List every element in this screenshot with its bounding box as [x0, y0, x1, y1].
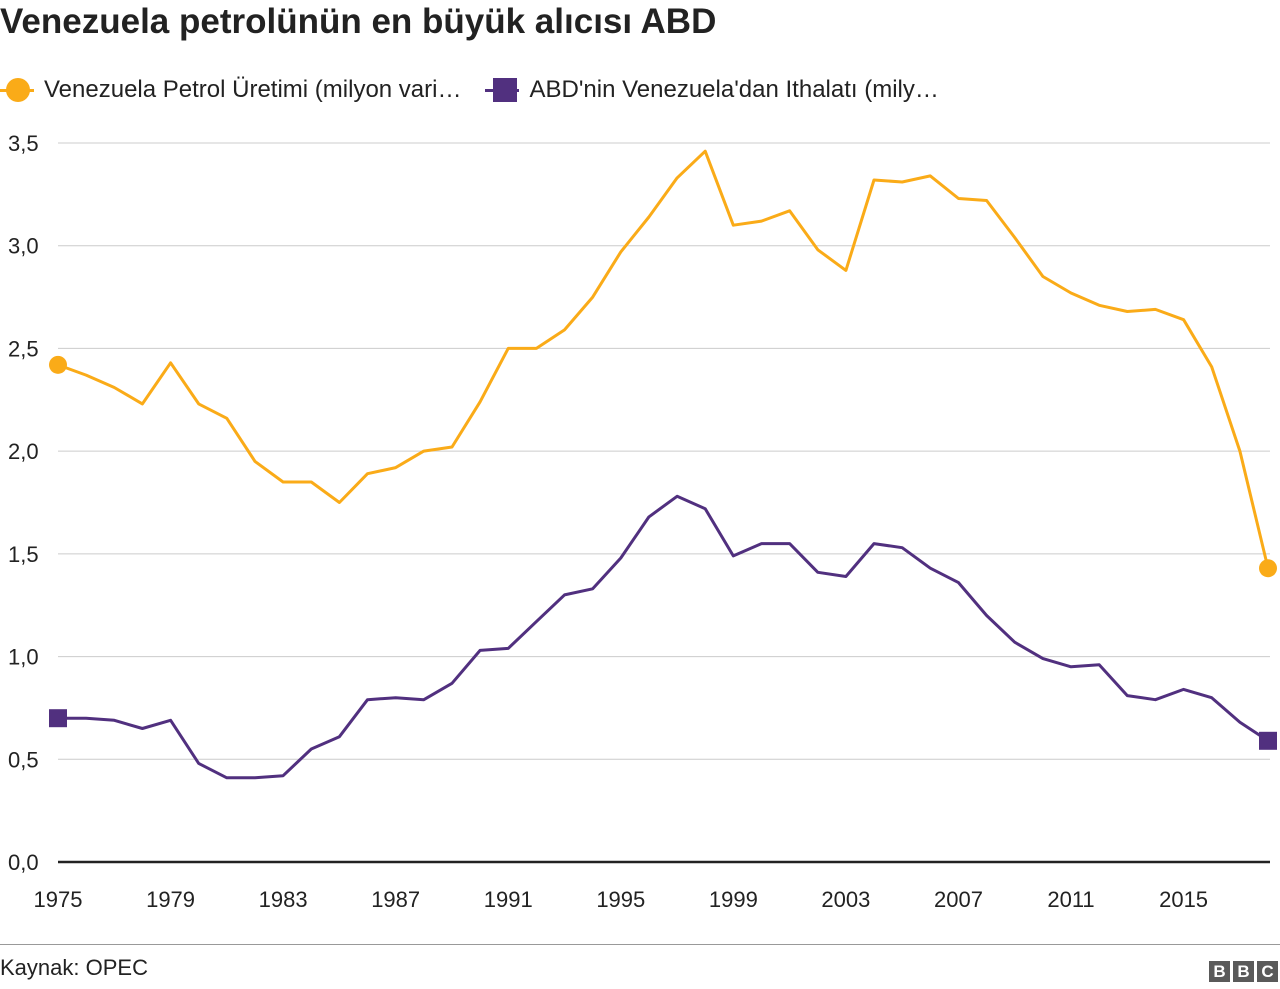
legend-label: Venezuela Petrol Üretimi (milyon vari… — [44, 76, 462, 103]
y-tick-label: 2,0 — [8, 439, 39, 464]
y-tick-label: 2,5 — [8, 336, 39, 361]
y-tick-label: 0,5 — [8, 747, 39, 772]
y-tick-label: 3,0 — [8, 234, 39, 259]
x-tick-label: 1991 — [484, 887, 533, 912]
legend-label: ABD'nin Venezuela'dan Ithalatı (mily… — [529, 76, 939, 103]
footer-divider — [0, 944, 1280, 945]
legend: Venezuela Petrol Üretimi (milyon vari… A… — [0, 74, 963, 106]
y-tick-label: 0,0 — [8, 850, 39, 875]
source-note: Kaynak: OPEC — [0, 955, 148, 980]
y-tick-label: 1,0 — [8, 645, 39, 670]
chart-title: Venezuela petrolünün en büyük alıcısı AB… — [0, 2, 717, 41]
x-tick-label: 1979 — [146, 887, 195, 912]
x-tick-label: 1995 — [596, 887, 645, 912]
series-line-1 — [58, 494, 1269, 780]
y-tick-label: 3,5 — [8, 131, 39, 156]
x-tick-label: 2011 — [1047, 887, 1094, 912]
series-end-marker — [49, 355, 67, 374]
legend-item-production: Venezuela Petrol Üretimi (milyon vari… — [0, 75, 461, 105]
legend-square-marker-icon — [485, 75, 520, 105]
y-tick-label: 1,5 — [8, 542, 39, 567]
series-end-marker — [1259, 731, 1277, 750]
series-end-marker — [49, 709, 67, 728]
legend-circle-marker-icon — [0, 75, 34, 105]
x-tick-label: 2015 — [1159, 887, 1208, 912]
x-tick-label: 1983 — [259, 887, 308, 912]
series-end-marker — [1259, 559, 1277, 578]
x-tick-label: 1975 — [34, 887, 83, 912]
line-chart: 0,0 0,5 1,0 1,5 2,0 2,5 3,0 3,5 1975 1979 1983 1987… — [8, 131, 1277, 912]
x-tick-label: 1987 — [371, 887, 420, 912]
legend-item-imports: ABD'nin Venezuela'dan Ithalatı (mily… — [485, 75, 939, 105]
series-line-0 — [57, 149, 1270, 569]
x-tick-label: 2007 — [934, 887, 983, 912]
x-tick-label: 2003 — [821, 887, 870, 912]
x-tick-label: 1999 — [709, 887, 758, 912]
